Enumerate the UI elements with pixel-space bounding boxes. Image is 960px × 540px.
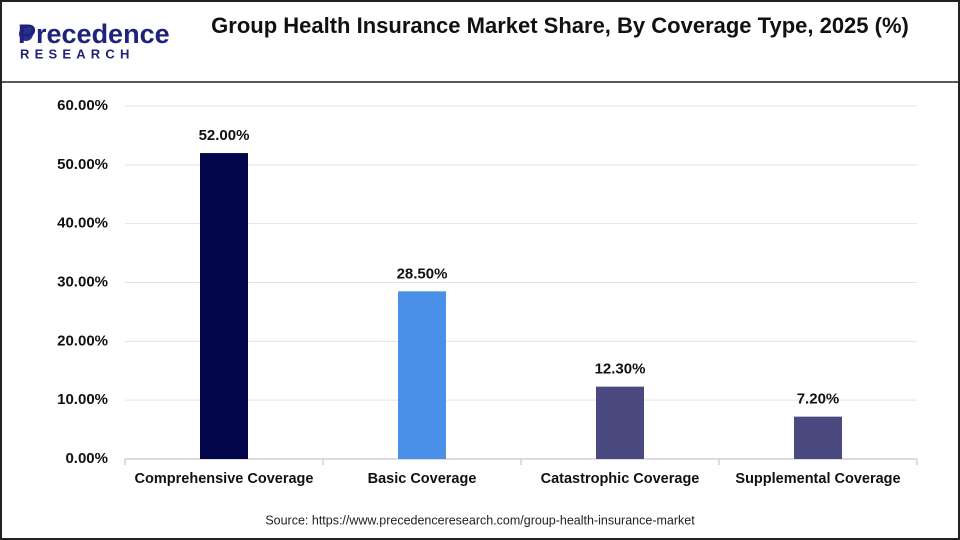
bar: [794, 416, 842, 459]
y-tick-label: 40.00%: [57, 215, 108, 232]
bar: [200, 153, 248, 460]
y-tick-label: 0.00%: [65, 450, 108, 467]
bar: [398, 291, 446, 459]
x-tick-label: Catastrophic Coverage: [541, 471, 700, 487]
y-tick-label: 20.00%: [57, 332, 108, 349]
bar: [596, 386, 644, 459]
y-tick-label: 60.00%: [57, 97, 108, 114]
logo-tagline: RESEARCH: [20, 46, 135, 61]
value-label: 12.30%: [595, 361, 646, 378]
logo-icon: [19, 27, 33, 41]
value-label: 52.00%: [199, 127, 250, 144]
chart-title: Group Health Insurance Market Share, By …: [211, 13, 909, 38]
x-tick-label: Comprehensive Coverage: [135, 471, 314, 487]
value-label: 7.20%: [797, 391, 840, 408]
y-tick-label: 50.00%: [57, 156, 108, 173]
y-tick-label: 30.00%: [57, 273, 108, 290]
x-tick-label: Basic Coverage: [368, 471, 477, 487]
x-tick-label: Supplemental Coverage: [735, 471, 900, 487]
value-label: 28.50%: [397, 265, 448, 282]
source: Source: https://www.precedenceresearch.c…: [265, 513, 695, 527]
logo-name: Precedence: [18, 19, 170, 49]
y-tick-label: 10.00%: [57, 391, 108, 408]
